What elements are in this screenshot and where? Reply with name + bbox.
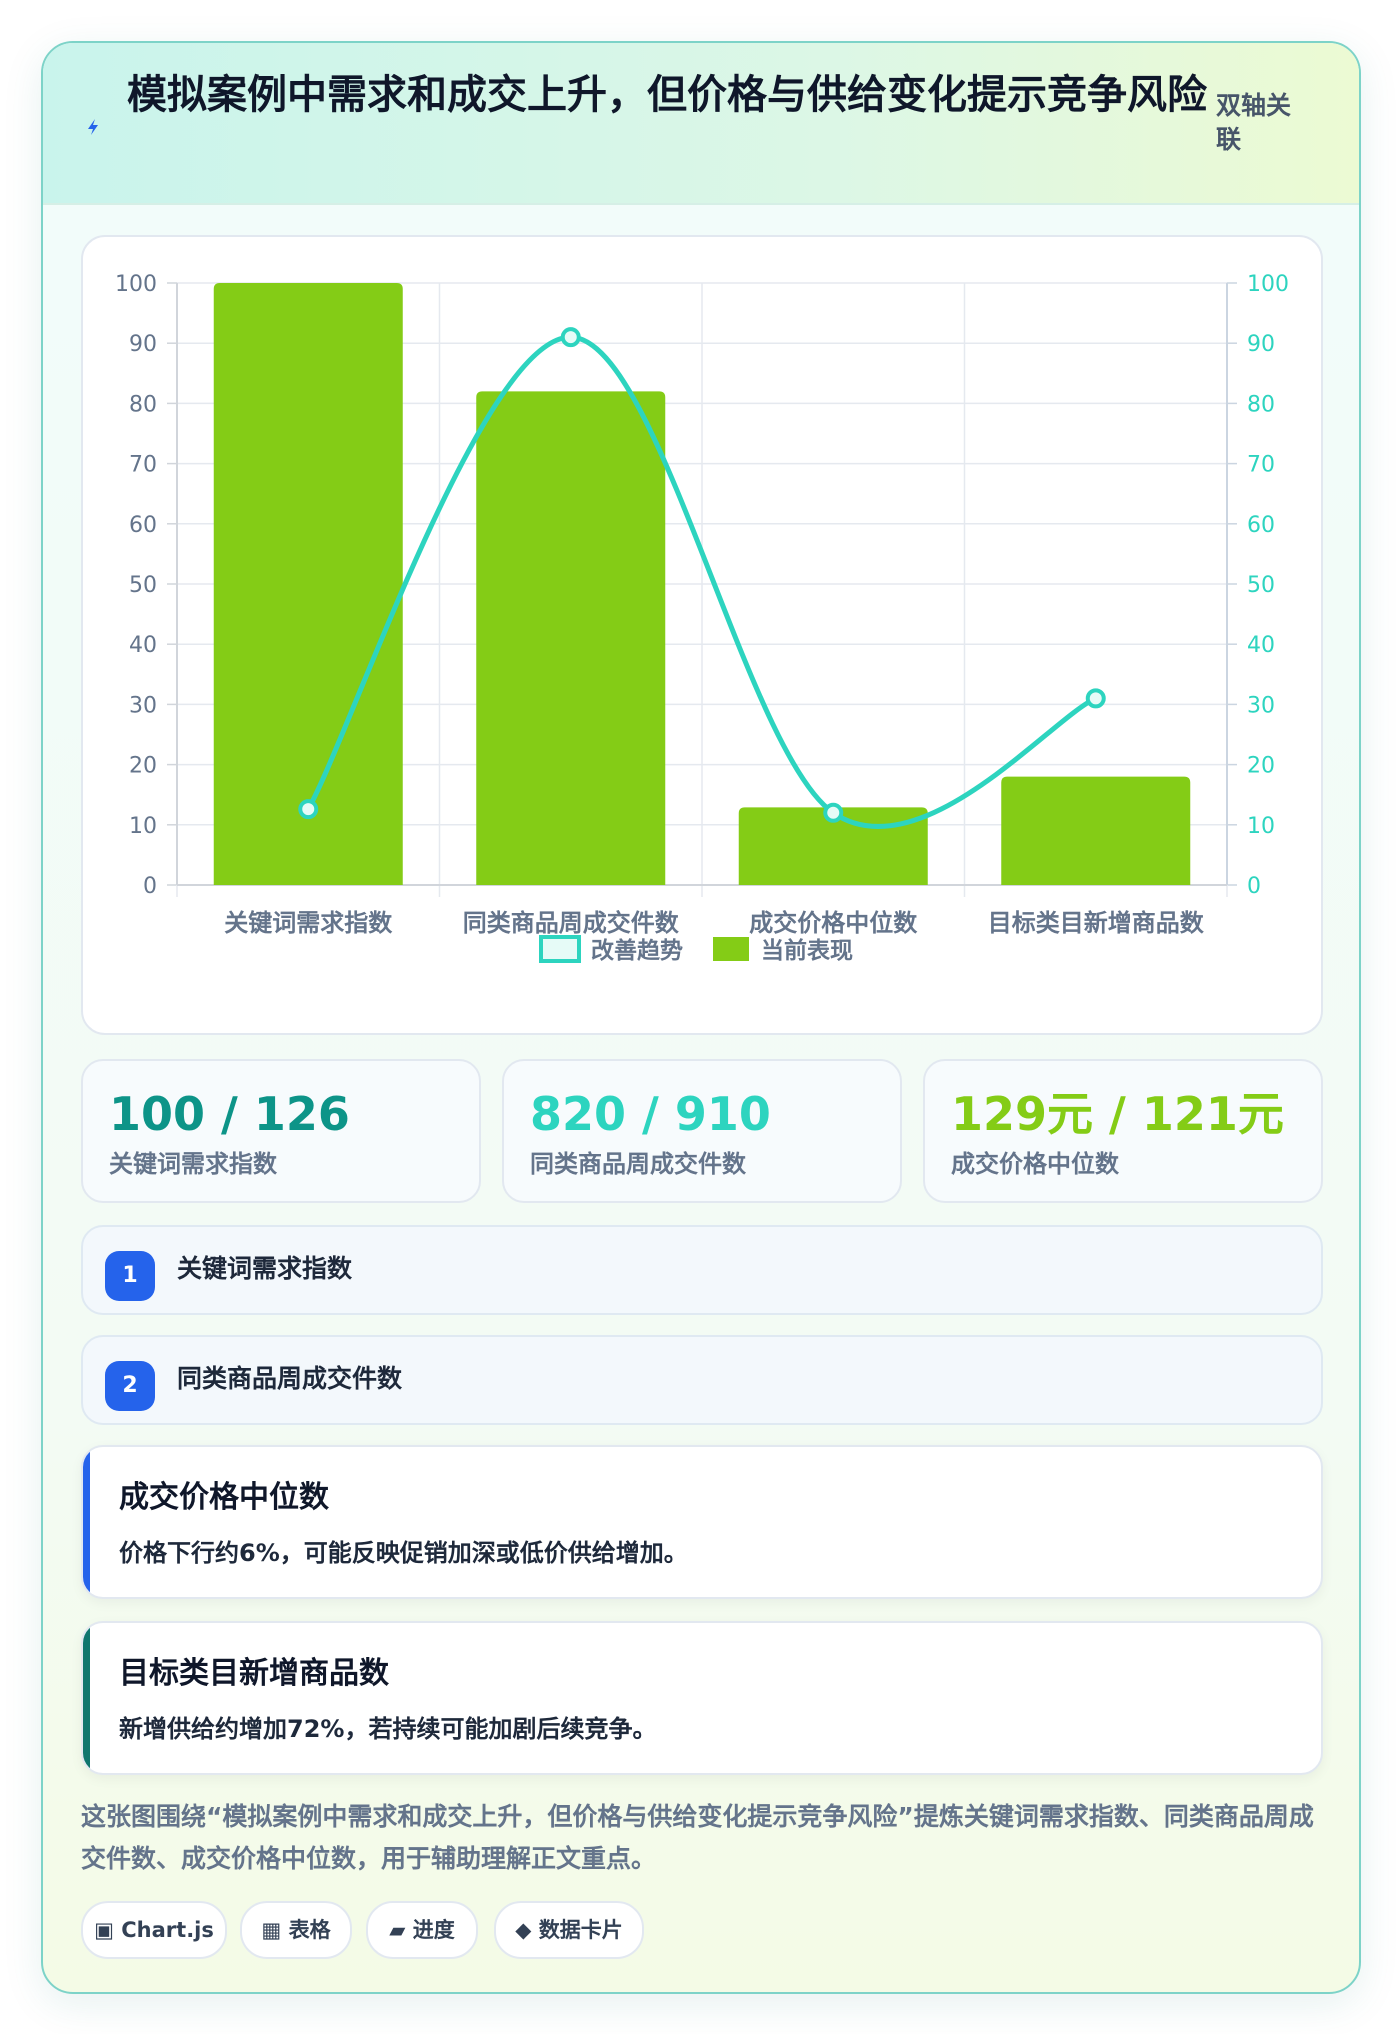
stat-label: 同类商品周成交件数 [530,1150,746,1178]
y-tick-label: 30 [129,693,157,718]
y-tick-label: 60 [129,513,157,538]
y2-tick-label: 30 [1247,693,1275,718]
stat-value: 100 / 126 [109,1087,350,1141]
bar-4 [1001,776,1191,885]
step-label: 关键词需求指数 [177,1254,353,1283]
trend-point-2 [560,327,581,348]
x-tick-label: 成交价格中位数 [749,909,918,937]
y-tick-label: 50 [129,573,157,598]
tech-chip-chartjs[interactable]: ▣ Chart.js [81,1901,227,1959]
y-tick-label: 100 [115,272,157,297]
dual-axis-chart: 0 0 10 10 20 20 30 30 40 40 50 50 60 60 70 70 80 80 90 90 10… [115,272,1289,964]
y-tick-label: 0 [143,874,157,899]
trend-point-4 [1085,688,1106,709]
x-tick-label: 目标类目新增商品数 [988,909,1205,937]
stat-card-sales: 820 / 910 同类商品周成交件数 [502,1059,902,1203]
y2-tick-label: 40 [1247,633,1275,658]
y-tick-label: 80 [129,392,157,417]
page-title: 模拟案例中需求和成交上升，但价格与供给变化提示竞争风险 [127,72,1207,118]
y-tick-label: 10 [129,814,157,839]
stat-card-demand: 100 / 126 关键词需求指数 [81,1059,481,1203]
accent-bar [83,1447,90,1597]
y2-tick-label: 0 [1247,874,1261,899]
chip-label: 数据卡片 [538,1918,623,1942]
y-tick-label: 90 [129,332,157,357]
tech-chip-progress[interactable]: ▰ 进度 [366,1901,478,1959]
y2-tick-label: 100 [1247,272,1289,297]
bar-1 [213,283,403,885]
y2-tick-label: 10 [1247,814,1275,839]
step-number-badge: 2 [105,1361,155,1411]
legend-label: 当前表现 [761,937,853,964]
report-card: 模拟案例中需求和成交上升，但价格与供给变化提示竞争风险 双轴关联 0 0 10 10 2… [41,41,1361,1994]
legend-swatch-bar [713,937,749,961]
x-tick-label: 关键词需求指数 [224,909,393,937]
note-text: 新增供给约增加72%，若持续可能加剧后续竞争。 [119,1715,657,1743]
stat-card-price: 129元 / 121元 成交价格中位数 [923,1059,1323,1203]
note-card-price: 成交价格中位数 价格下行约6%，可能反映促销加深或低价供给增加。 [81,1445,1323,1599]
trend-point-3 [823,802,844,823]
chart-panel: 0 0 10 10 20 20 30 30 40 40 50 50 60 60 70 70 80 80 90 90 10… [81,235,1323,1035]
legend-swatch-line [539,935,581,963]
note-title: 目标类目新增商品数 [119,1656,389,1691]
y2-tick-label: 90 [1247,332,1275,357]
y2-tick-label: 70 [1247,453,1275,478]
header: 模拟案例中需求和成交上升，但价格与供给变化提示竞争风险 双轴关联 [43,43,1359,205]
stat-label: 成交价格中位数 [951,1150,1119,1178]
chip-label: Chart.js [121,1918,214,1942]
bar-2 [476,391,666,885]
step-label: 同类商品周成交件数 [177,1364,403,1393]
y-tick-label: 70 [129,453,157,478]
tech-chip-table[interactable]: ▦ 表格 [240,1901,352,1959]
y-tick-label: 20 [129,754,157,779]
stat-value: 820 / 910 [530,1087,771,1141]
note-text: 价格下行约6%，可能反映促销加深或低价供给增加。 [119,1539,688,1567]
trend-line [305,334,1099,830]
y-tick-label: 40 [129,633,157,658]
trend-point-1 [298,799,319,820]
y2-tick-label: 60 [1247,513,1275,538]
diamond-icon: ◆ [515,1918,532,1942]
stat-label: 关键词需求指数 [109,1150,277,1178]
chip-label: 进度 [412,1918,455,1942]
x-tick-label: 同类商品周成交件数 [463,909,680,937]
note-card-supply: 目标类目新增商品数 新增供给约增加72%，若持续可能加剧后续竞争。 [81,1621,1323,1775]
lightning-icon [88,119,98,135]
chart-caption: 这张图围绕“模拟案例中需求和成交上升，但价格与供给变化提示竞争风险”提炼关键词需… [81,1802,1314,1873]
tech-chip-cards[interactable]: ◆ 数据卡片 [494,1901,644,1959]
y2-tick-label: 80 [1247,392,1275,417]
legend-label: 改善趋势 [591,937,683,964]
accent-bar [83,1623,90,1773]
step-item-1: 1 关键词需求指数 [81,1225,1323,1315]
grid-icon: ▦ [261,1918,282,1942]
note-title: 成交价格中位数 [119,1480,329,1515]
progress-icon: ▰ [389,1918,406,1942]
step-item-2: 2 同类商品周成交件数 [81,1335,1323,1425]
y2-tick-label: 50 [1247,573,1275,598]
chart-type-tag: 双轴关联 [1216,91,1292,154]
stat-value: 129元 / 121元 [951,1087,1284,1141]
chip-label: 表格 [288,1918,331,1942]
chart-icon: ▣ [94,1918,114,1942]
y2-tick-label: 20 [1247,754,1275,779]
step-number-badge: 1 [105,1251,155,1301]
